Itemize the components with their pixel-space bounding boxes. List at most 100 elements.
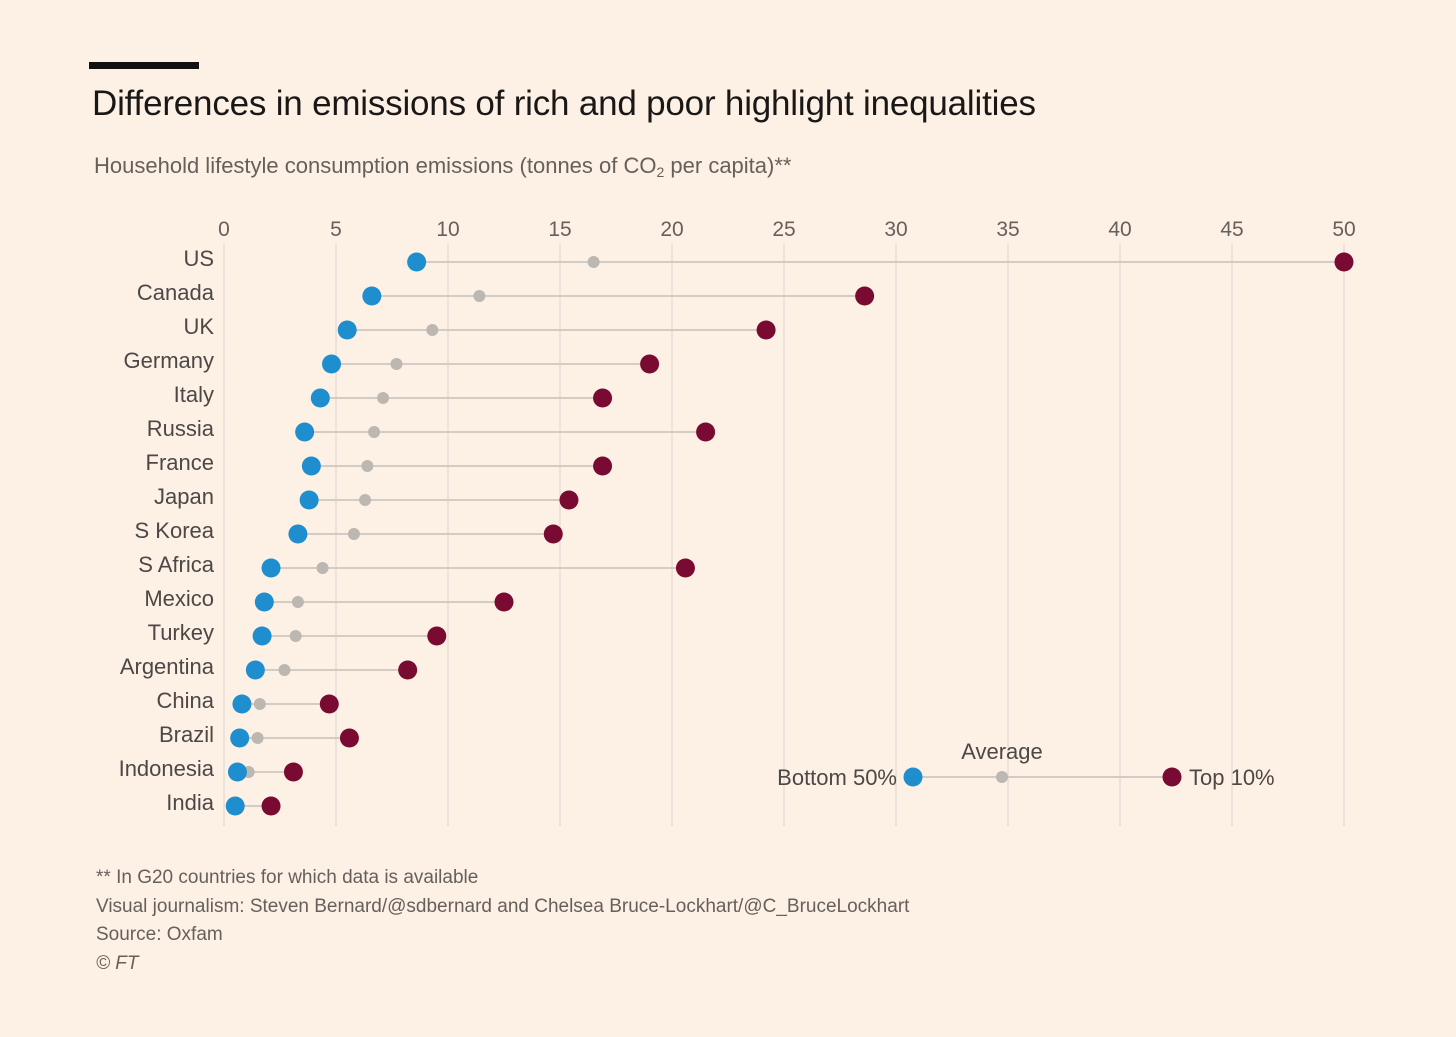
category-label: Indonesia xyxy=(119,756,215,781)
top10-point xyxy=(261,796,281,816)
bottom50-point xyxy=(337,320,357,340)
category-label: France xyxy=(146,450,214,475)
average-point xyxy=(377,392,390,404)
top10-point xyxy=(398,660,418,680)
top10-point xyxy=(696,422,716,442)
legend-bottom50-label: Bottom 50% xyxy=(777,765,897,790)
header-rule xyxy=(89,62,199,69)
top10-point xyxy=(319,694,339,714)
legend-average-point xyxy=(996,771,1008,783)
x-tick-label: 40 xyxy=(1108,218,1131,241)
top10-point xyxy=(593,388,613,408)
data-row xyxy=(362,286,875,306)
category-label: Argentina xyxy=(120,654,215,679)
x-tick-label: 5 xyxy=(330,218,342,241)
bottom50-point xyxy=(407,252,427,272)
subtitle-text: Household lifestyle consumption emission… xyxy=(94,153,657,178)
data-row xyxy=(261,558,695,578)
category-label: Russia xyxy=(147,416,215,441)
footnote-note: ** In G20 countries for which data is av… xyxy=(96,867,479,888)
category-label: Canada xyxy=(137,280,215,305)
average-point xyxy=(253,698,266,710)
top10-point xyxy=(756,320,776,340)
bottom50-point xyxy=(362,286,382,306)
top10-point xyxy=(283,762,303,782)
legend-average-label: Average xyxy=(961,739,1043,764)
top10-point xyxy=(640,354,660,374)
data-row xyxy=(227,762,303,782)
chart-subtitle: Household lifestyle consumption emission… xyxy=(94,153,791,180)
legend-top10-label: Top 10% xyxy=(1189,765,1275,790)
data-row xyxy=(230,728,359,748)
legend-bottom50-point xyxy=(903,767,923,787)
category-label: US xyxy=(183,246,214,271)
category-label: UK xyxy=(183,314,214,339)
category-label: S Africa xyxy=(138,552,215,577)
bottom50-point xyxy=(225,796,245,816)
category-label: Brazil xyxy=(159,722,214,747)
footnote-copyright: © FT xyxy=(96,952,139,974)
average-point xyxy=(316,562,329,574)
category-label: Italy xyxy=(174,382,214,407)
x-tick-label: 35 xyxy=(996,218,1019,241)
x-axis-ticks: 0 5 10 15 20 25 30 35 40 45 50 xyxy=(218,218,1356,241)
category-label: Mexico xyxy=(144,586,214,611)
data-row xyxy=(310,388,613,408)
category-label: S Korea xyxy=(135,518,215,543)
x-tick-label: 45 xyxy=(1220,218,1243,241)
data-row xyxy=(295,422,716,442)
bottom50-point xyxy=(310,388,330,408)
top10-point xyxy=(593,456,613,476)
footnote-credit: Visual journalism: Steven Bernard/@sdber… xyxy=(96,895,910,917)
subtitle-text-end: per capita)** xyxy=(664,153,792,178)
chart-title: Differences in emissions of rich and poo… xyxy=(92,84,1036,123)
data-row xyxy=(322,354,660,374)
x-tick-label: 10 xyxy=(436,218,459,241)
x-tick-label: 25 xyxy=(772,218,795,241)
top10-point xyxy=(675,558,695,578)
footnote-source: Source: Oxfam xyxy=(96,924,223,945)
dumbbell-chart: 0 5 10 15 20 25 30 35 40 45 50 US Canada UK Germany It… xyxy=(119,218,1356,826)
average-point xyxy=(359,494,372,506)
top10-point xyxy=(543,524,563,544)
data-row xyxy=(254,592,514,612)
x-tick-label: 30 xyxy=(884,218,907,241)
data-row xyxy=(232,694,339,714)
average-point xyxy=(390,358,403,370)
bottom50-point xyxy=(301,456,321,476)
bottom50-point xyxy=(227,762,247,782)
top10-point xyxy=(339,728,359,748)
average-point xyxy=(291,596,304,608)
bottom50-point xyxy=(288,524,308,544)
average-point xyxy=(278,664,291,676)
average-point xyxy=(368,426,381,438)
category-label: India xyxy=(166,790,214,815)
average-point xyxy=(361,460,374,472)
data-row xyxy=(299,490,579,510)
x-tick-label: 15 xyxy=(548,218,571,241)
subtitle-subscript: 2 xyxy=(656,164,665,180)
bottom50-point xyxy=(295,422,315,442)
bottom50-point xyxy=(254,592,274,612)
footnotes: ** In G20 countries for which data is av… xyxy=(96,864,909,978)
x-tick-label: 50 xyxy=(1332,218,1355,241)
data-row xyxy=(407,252,1354,272)
data-row xyxy=(301,456,613,476)
bottom50-point xyxy=(322,354,342,374)
category-label: Japan xyxy=(154,484,214,509)
category-label: Germany xyxy=(124,348,214,373)
legend: Average Bottom 50% Top 10% xyxy=(777,739,1274,790)
data-row xyxy=(337,320,776,340)
average-point xyxy=(251,732,264,744)
category-label: Turkey xyxy=(148,620,214,645)
legend-top10-point xyxy=(1162,767,1182,787)
average-point xyxy=(426,324,439,336)
average-point xyxy=(289,630,302,642)
bottom50-point xyxy=(232,694,252,714)
average-point xyxy=(347,528,360,540)
bottom50-point xyxy=(261,558,281,578)
bottom50-point xyxy=(245,660,265,680)
x-tick-label: 0 xyxy=(218,218,230,241)
data-row xyxy=(252,626,447,646)
